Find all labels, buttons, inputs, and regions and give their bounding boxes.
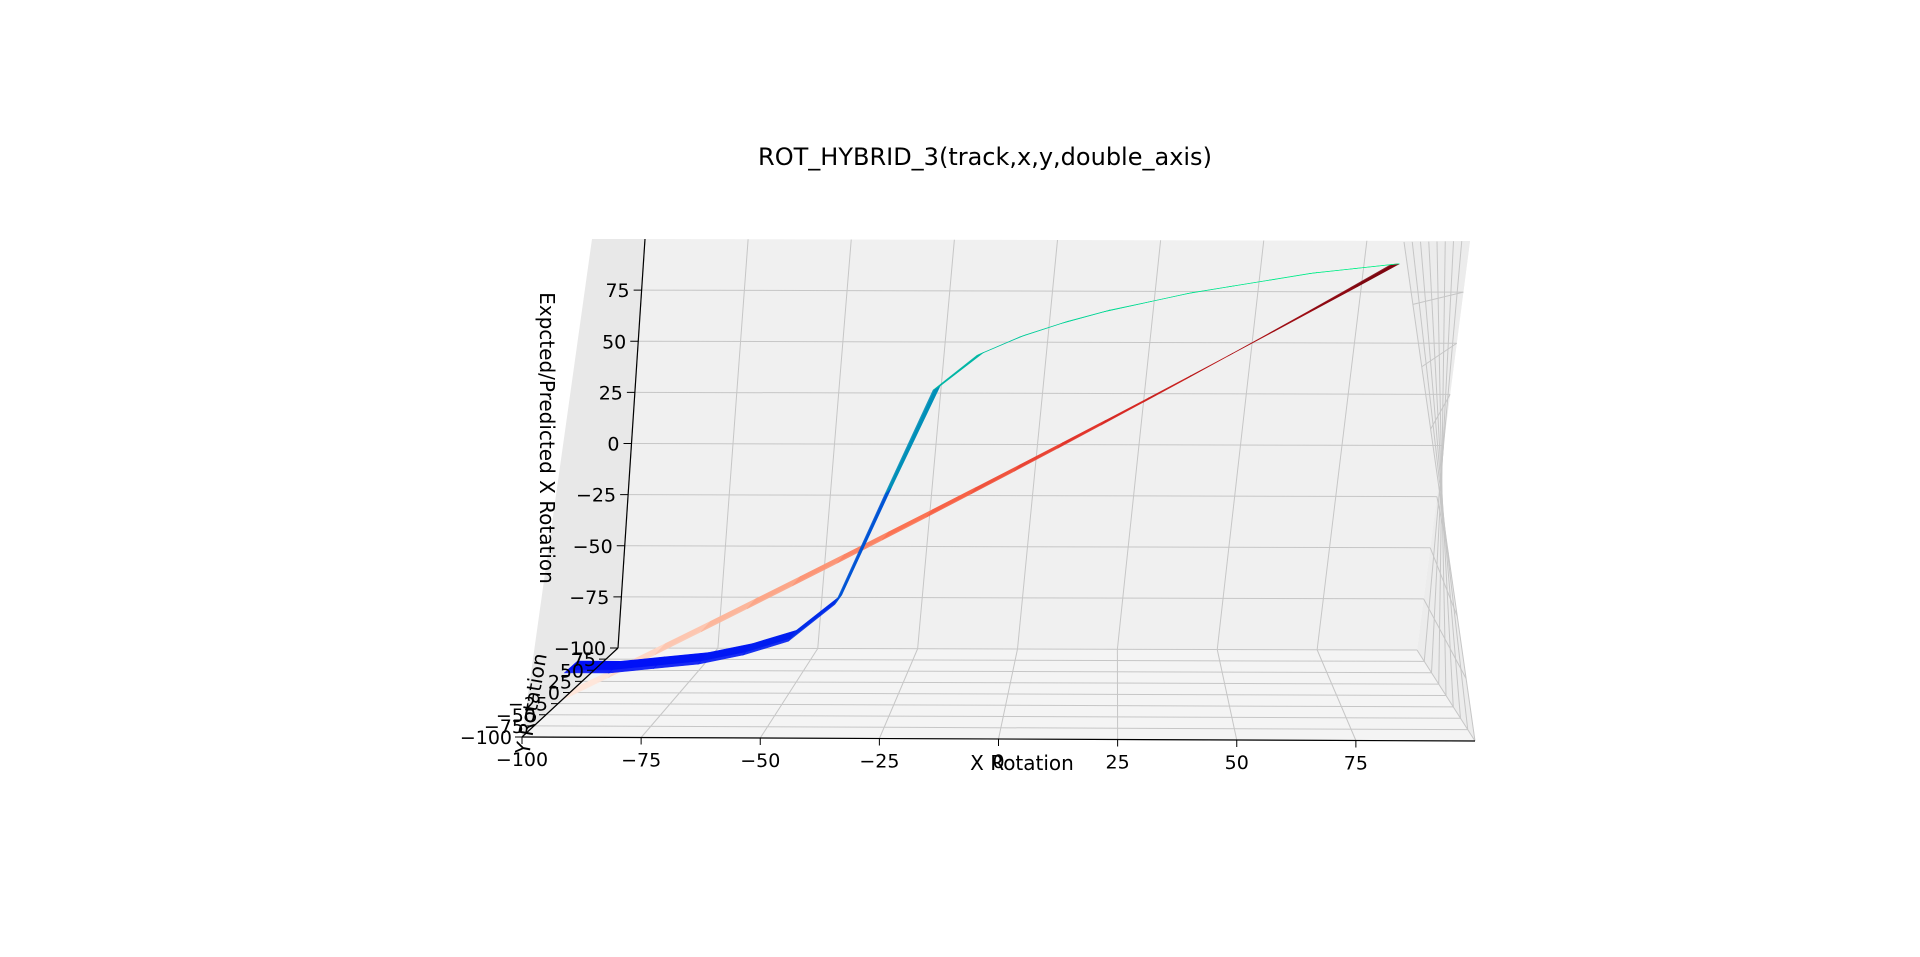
surface-1-front-facet	[1350, 264, 1394, 270]
x-tick-label: −100	[496, 749, 548, 771]
x-tick-label: −50	[740, 750, 780, 772]
z-tick-label: 50	[602, 331, 626, 353]
grid-line-z-back	[634, 391, 1451, 395]
z-tick-label: −50	[573, 536, 613, 558]
grid-line-y-floor	[605, 658, 1425, 662]
grid-line-y-floor	[581, 680, 1439, 685]
z-axis-label: Expcted/Predicted X Rotation	[535, 292, 559, 584]
surfaces	[561, 263, 1400, 701]
grid-line-y-right	[1423, 241, 1463, 662]
grid-line-y-floor	[569, 692, 1447, 696]
z-tick-label: 0	[607, 434, 619, 456]
grid-line-x-back	[1116, 240, 1162, 650]
grid-line-x-back	[1216, 240, 1265, 650]
y-tick-label: 0	[548, 683, 560, 705]
z-tick-label: −25	[576, 485, 616, 507]
grid-line-z-right	[1421, 342, 1458, 368]
grid-line-z-back	[638, 340, 1457, 344]
y-tick-label: −50	[496, 705, 536, 727]
left-pane	[522, 239, 645, 737]
y-tick-label: 50	[560, 660, 584, 682]
x-tick-label: 75	[1344, 753, 1368, 775]
axes: −100−100−100−75−75−75−50−50−50−25−25−250…	[460, 238, 1476, 775]
y-tick-label: −75	[484, 716, 524, 738]
y-tick-label: −25	[508, 694, 548, 716]
grid-line-z-right	[1412, 291, 1464, 305]
x-tick-label: 25	[1106, 752, 1130, 774]
y-tick-label: 25	[548, 671, 572, 693]
grid-lines	[521, 238, 1476, 742]
z-tick-label: −100	[554, 638, 606, 660]
grid-line-z-back	[631, 443, 1444, 446]
x-tick-label: −25	[859, 751, 899, 773]
grid-line-x-floor	[1316, 649, 1357, 741]
x-axis-label: X Rotation	[970, 751, 1074, 775]
chart-title: ROT_HYBRID_3(track,x,y,double_axis)	[758, 143, 1212, 171]
z-tick-label: −75	[569, 587, 609, 609]
y-tick-label: −100	[460, 727, 512, 749]
grid-line-z-back	[641, 289, 1464, 293]
grid-line-x-back	[1316, 240, 1368, 650]
z-tick-label: 25	[599, 382, 623, 404]
grid-line-y-floor	[593, 669, 1432, 674]
z-tick-label: 75	[605, 280, 629, 302]
x-tick-label: −75	[621, 750, 661, 772]
y-tick-label: 75	[572, 649, 596, 671]
x-tick-label: 50	[1225, 752, 1249, 774]
grid-line-x-floor	[1216, 649, 1238, 741]
x-tick-label: 0	[992, 751, 1004, 773]
grid-line-z-right	[1430, 394, 1451, 430]
